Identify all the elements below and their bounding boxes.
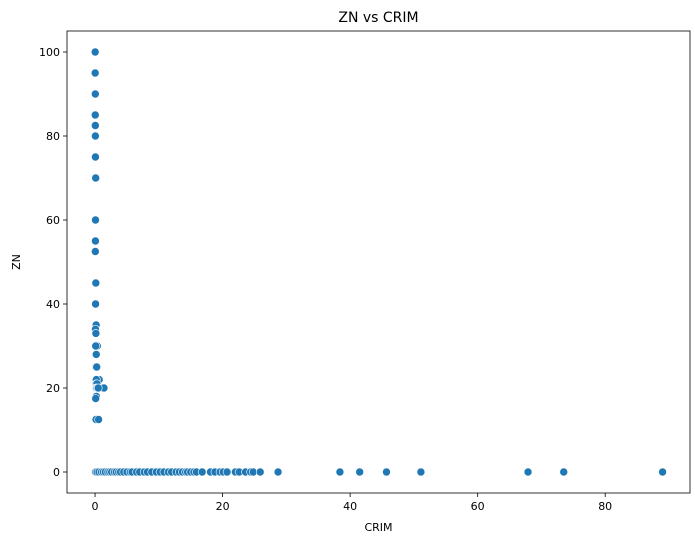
data-point: [92, 362, 102, 372]
scatter-points: [90, 47, 667, 477]
data-point: [91, 299, 100, 309]
data-point: [273, 467, 283, 477]
data-point: [91, 329, 101, 338]
y-tick-label: 60: [46, 214, 60, 227]
y-tick-label: 80: [46, 130, 60, 143]
data-point: [90, 68, 100, 78]
data-point: [91, 152, 100, 162]
data-point: [90, 47, 100, 57]
x-axis-ticks: 0 20 40 60 80: [92, 493, 612, 513]
data-point: [382, 467, 391, 477]
data-point: [91, 236, 100, 246]
chart-title: ZN vs CRIM: [338, 10, 418, 26]
y-tick-label: 100: [39, 46, 60, 59]
data-point: [91, 394, 100, 403]
y-tick-label: 40: [46, 298, 60, 311]
data-point: [91, 173, 100, 183]
y-tick-label: 20: [46, 382, 60, 395]
y-axis-label: ZN: [10, 254, 23, 270]
data-point: [559, 467, 569, 477]
data-point: [91, 121, 100, 130]
data-point: [222, 467, 232, 477]
data-point: [416, 467, 426, 477]
x-tick-label: 80: [598, 500, 612, 513]
x-tick-label: 0: [92, 500, 99, 513]
data-point: [523, 467, 533, 477]
data-point: [91, 341, 100, 351]
x-axis-label: CRIM: [364, 521, 392, 534]
data-point: [255, 467, 265, 477]
data-point: [335, 467, 345, 477]
data-point: [91, 278, 101, 288]
data-point: [355, 467, 364, 477]
y-axis-ticks: 0 20 40 60 80 100: [39, 46, 67, 479]
data-point: [91, 350, 101, 359]
data-point: [91, 131, 100, 141]
x-tick-label: 60: [471, 500, 485, 513]
data-point: [91, 215, 100, 225]
y-tick-label: 0: [53, 466, 60, 479]
x-tick-label: 20: [216, 500, 230, 513]
data-point: [90, 110, 100, 120]
plot-area-frame: [66, 30, 691, 494]
data-point: [93, 383, 103, 393]
x-tick-label: 40: [343, 500, 357, 513]
data-point: [91, 247, 100, 256]
data-point: [91, 89, 100, 99]
data-point: [658, 467, 667, 477]
data-point: [94, 415, 103, 424]
data-point: [197, 467, 207, 477]
